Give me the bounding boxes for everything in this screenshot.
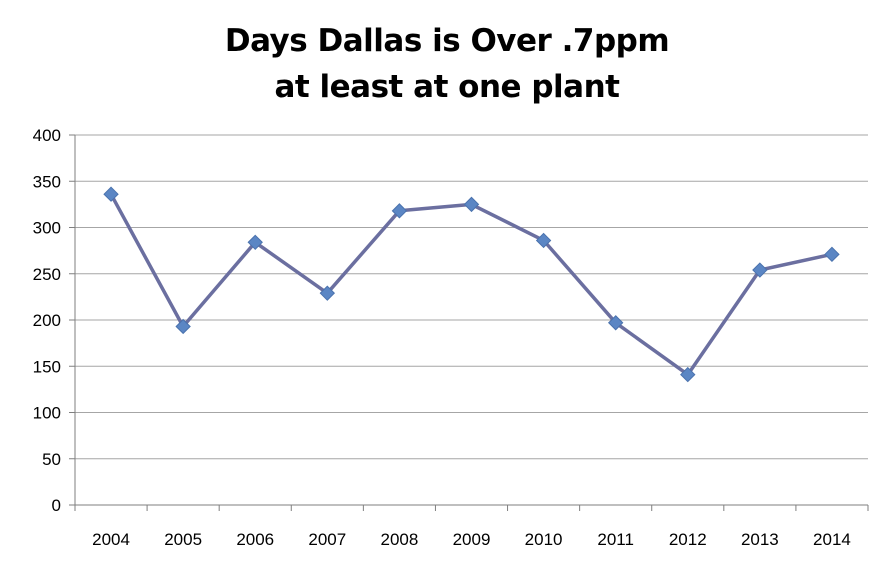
- data-markers: [103, 186, 840, 383]
- data-point-marker: [175, 318, 191, 335]
- data-point-marker: [103, 186, 119, 202]
- x-tick-label: 2011: [597, 530, 634, 549]
- x-tick-label: 2012: [669, 530, 707, 549]
- x-tick-label: 2010: [525, 530, 563, 549]
- y-axis-tick-labels: 0 50 100 150 200 250 300 350 400: [33, 126, 61, 515]
- y-tick-label: 200: [33, 311, 61, 330]
- y-tick-label: 350: [33, 172, 61, 191]
- data-point-marker: [535, 232, 552, 249]
- data-point-marker: [391, 203, 408, 219]
- y-tick-label: 0: [52, 496, 61, 515]
- data-point-marker: [247, 234, 263, 251]
- x-tick-label: 2014: [813, 530, 851, 549]
- chart-title-line-2: at least at one plant: [274, 69, 620, 105]
- y-tick-label: 100: [33, 404, 61, 423]
- chart-title-line-1: Days Dallas is Over .7ppm: [224, 23, 670, 59]
- x-axis-tick-labels: 2004 2005 2006 2007 2008 2009 2010 2011 2012 2013…: [92, 530, 851, 549]
- x-tick-label: 2004: [92, 530, 130, 549]
- series-lines: [109, 192, 834, 377]
- x-tick-label: 2013: [741, 530, 779, 549]
- x-tick-label: 2009: [453, 530, 491, 549]
- data-point-marker: [607, 315, 624, 331]
- x-tick-label: 2006: [236, 530, 274, 549]
- chart-title: Days Dallas is Over .7ppm at least at on…: [0, 18, 894, 110]
- data-point-marker: [680, 366, 696, 383]
- data-point-marker: [463, 196, 480, 213]
- x-tick-label: 2007: [308, 530, 346, 549]
- x-tick-label: 2005: [164, 530, 202, 549]
- y-tick-label: 300: [33, 219, 61, 238]
- y-tick-label: 50: [42, 450, 61, 469]
- axes: [69, 134, 869, 511]
- y-tick-label: 250: [33, 265, 61, 284]
- data-point-marker: [824, 246, 840, 263]
- x-tick-label: 2008: [380, 530, 418, 549]
- data-point-marker: [752, 262, 768, 278]
- data-point-marker: [319, 285, 336, 301]
- gridlines: [75, 134, 868, 460]
- y-tick-label: 150: [33, 357, 61, 376]
- y-tick-label: 400: [33, 126, 61, 145]
- series-line: [109, 192, 834, 377]
